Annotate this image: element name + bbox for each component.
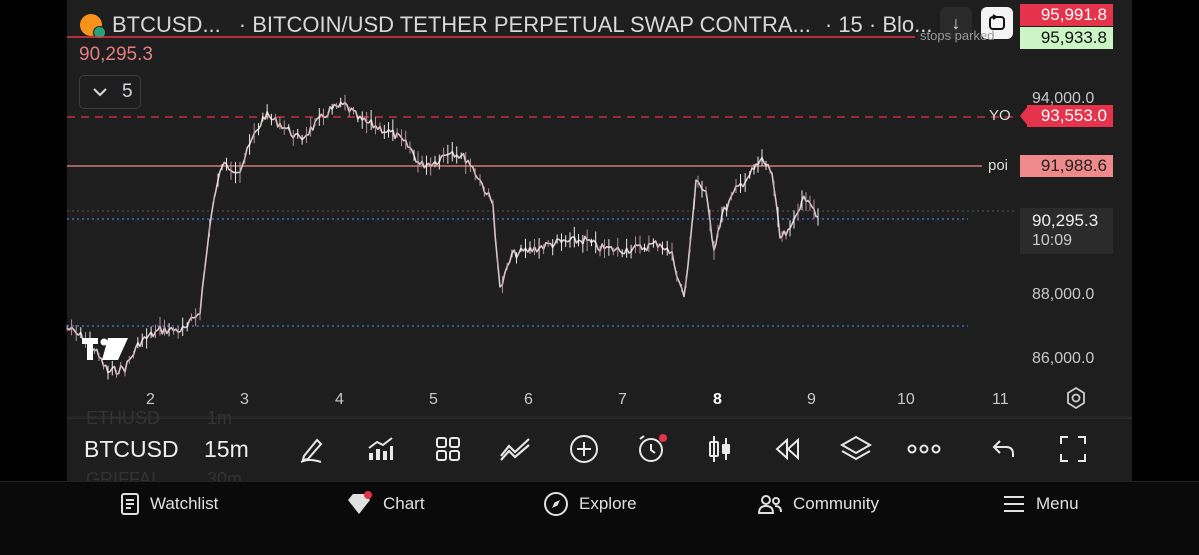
- nav-explore[interactable]: Explore: [543, 492, 637, 516]
- interval-exchange: · 15 · Blo...: [824, 12, 933, 37]
- legend-count: 5: [122, 81, 133, 102]
- bottom-navigation: [0, 481, 1199, 555]
- ghost-interval-below: 30m: [207, 469, 243, 481]
- symbol-header[interactable]: BTCUSD... · BITCOIN/USD TETHER PERPETUAL…: [80, 8, 932, 42]
- symbol-name: BTCUSD...: [112, 12, 221, 37]
- x-tick: 9: [807, 391, 816, 408]
- toolbar-symbol[interactable]: BTCUSD: [84, 436, 179, 462]
- x-tick: 5: [429, 391, 438, 408]
- pencil-icon[interactable]: [292, 429, 332, 469]
- nav-watchlist[interactable]: Watchlist: [120, 492, 218, 516]
- hamburger-icon: [1004, 496, 1024, 512]
- nav-community[interactable]: Community: [757, 492, 879, 516]
- stops-label: stops parked: [920, 28, 995, 43]
- price-tag-yo: 93,553.0: [1027, 105, 1113, 127]
- bitcoin-coin-icon: [80, 14, 106, 39]
- ghost-symbol-below: GRIFFAI: [86, 469, 157, 481]
- yo-label: YO: [989, 107, 1011, 124]
- yo-pointer: [1020, 106, 1028, 126]
- bars-icon[interactable]: [360, 429, 400, 469]
- undo-icon[interactable]: [984, 429, 1024, 469]
- x-tick: 11: [992, 391, 1009, 408]
- settings-gear-icon[interactable]: [1064, 386, 1088, 415]
- x-tick: 3: [240, 391, 249, 408]
- y-tick-94000: 94,000.0: [1032, 90, 1095, 107]
- chart-panel[interactable]: [67, 0, 1132, 481]
- bar-countdown: 10:09: [1032, 232, 1073, 249]
- last-price-label: 90,295.3: [79, 44, 153, 65]
- chevron-down-icon: [93, 88, 107, 97]
- toolbar-interval[interactable]: 15m: [204, 436, 249, 462]
- indicators-icon[interactable]: [495, 429, 535, 469]
- more-icon[interactable]: [904, 429, 944, 469]
- y-tick-86000: 86,000.0: [1032, 350, 1095, 367]
- rewind-icon[interactable]: [768, 429, 808, 469]
- x-tick: 7: [618, 391, 627, 408]
- layers-icon[interactable]: [836, 429, 876, 469]
- poi-label: poi: [988, 157, 1009, 174]
- download-arrow-icon[interactable]: ↓: [940, 7, 972, 39]
- price-tag-top-red: 95,991.8: [1020, 4, 1113, 26]
- candle-wicks: [66, 94, 819, 380]
- candles-icon[interactable]: [700, 429, 740, 469]
- current-price: 90,295.3: [1032, 211, 1099, 230]
- current-price-tag: 90,295.3 10:09: [1020, 208, 1113, 254]
- nav-chart[interactable]: Chart: [345, 491, 425, 516]
- nav-chart-label: Chart: [383, 494, 425, 513]
- grid-icon[interactable]: [428, 429, 468, 469]
- price-tag-top-green: 95,933.8: [1020, 27, 1113, 49]
- nav-menu-label: Menu: [1036, 494, 1079, 513]
- price-chart[interactable]: [0, 0, 1199, 420]
- y-tick-88000: 88,000.0: [1032, 286, 1095, 303]
- x-tick: 2: [146, 391, 155, 408]
- compass-icon: [544, 492, 568, 516]
- replay-square-icon[interactable]: [981, 7, 1013, 39]
- fullscreen-icon[interactable]: [1053, 429, 1093, 469]
- x-tick: 4: [335, 391, 344, 408]
- tradingview-logo: [82, 336, 130, 367]
- price-tag-poi: 91,988.6: [1020, 155, 1113, 177]
- nav-watchlist-label: Watchlist: [150, 494, 219, 513]
- x-tick-current: 8: [713, 391, 722, 408]
- ghost-symbol-above: ETHUSD: [86, 408, 161, 428]
- alarm-icon[interactable]: [632, 429, 672, 469]
- nav-community-label: Community: [793, 494, 879, 513]
- ghost-interval-above: 1m: [207, 408, 233, 428]
- x-tick: 10: [897, 391, 915, 408]
- nav-menu[interactable]: Menu: [1002, 492, 1079, 516]
- plus-circle-icon[interactable]: [564, 429, 604, 469]
- nav-explore-label: Explore: [579, 494, 637, 513]
- community-icon: [757, 495, 782, 514]
- legend-toggle[interactable]: 5: [79, 75, 141, 109]
- watchlist-icon: [121, 493, 139, 515]
- chart-toolbar: [67, 418, 1132, 482]
- symbol-description: · BITCOIN/USD TETHER PERPETUAL SWAP CONT…: [238, 12, 811, 37]
- price-series: [66, 101, 819, 375]
- chart-gem-icon: [348, 491, 372, 514]
- x-tick: 6: [524, 391, 533, 408]
